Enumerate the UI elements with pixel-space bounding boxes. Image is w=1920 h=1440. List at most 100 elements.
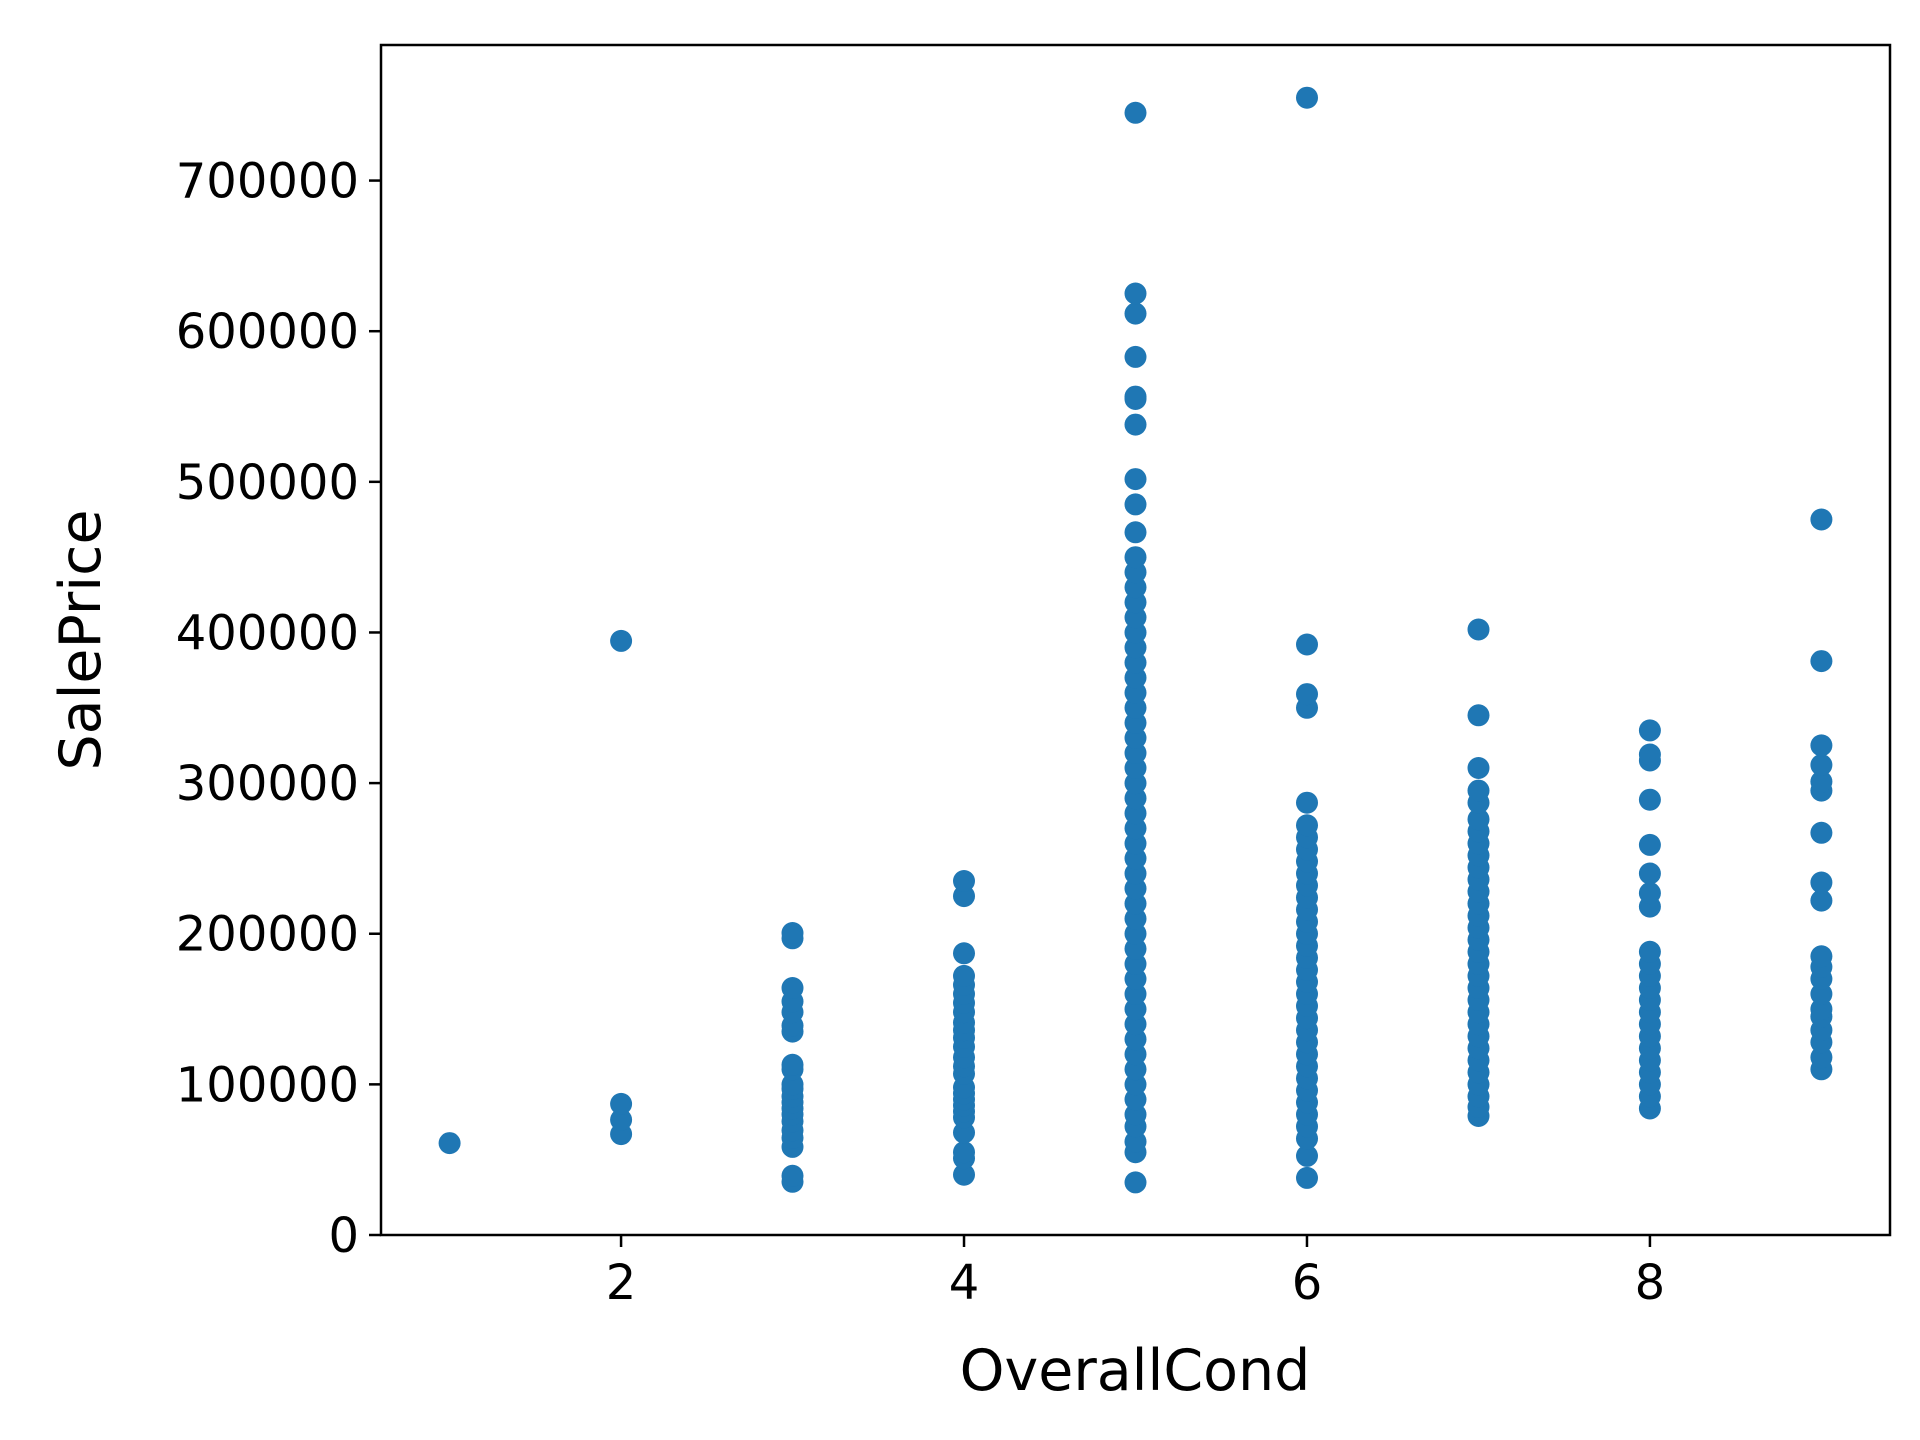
- data-point: [1810, 871, 1833, 894]
- data-point: [1296, 814, 1318, 837]
- data-point: [1124, 302, 1147, 325]
- data-point: [610, 629, 633, 652]
- data-point: [1467, 618, 1490, 641]
- data-point: [1124, 1103, 1147, 1126]
- data-point: [1638, 862, 1661, 885]
- x-axis-label: OverallCond: [960, 1338, 1311, 1404]
- x-tick-label: 6: [1292, 1255, 1323, 1311]
- data-point: [1124, 576, 1147, 599]
- data-point: [1810, 754, 1833, 776]
- data-point: [953, 964, 975, 987]
- data-point: [1124, 606, 1147, 629]
- data-point: [953, 870, 975, 892]
- data-point: [1810, 508, 1833, 531]
- data-point: [1638, 940, 1661, 963]
- data-point: [1638, 833, 1661, 856]
- data-point: [1810, 821, 1833, 844]
- data-point: [1296, 791, 1318, 814]
- data-point: [1810, 945, 1833, 968]
- data-point: [781, 1053, 804, 1076]
- data-point: [1124, 892, 1147, 915]
- data-point: [781, 922, 804, 944]
- x-tick-label: 2: [606, 1255, 637, 1311]
- y-tick-label: 300000: [176, 756, 359, 812]
- data-point: [1124, 345, 1147, 368]
- data-point: [1467, 808, 1490, 831]
- data-point: [1124, 1073, 1147, 1096]
- data-point: [1124, 1171, 1147, 1194]
- data-point: [1296, 633, 1318, 656]
- data-point: [1296, 1166, 1318, 1189]
- data-point: [1124, 1130, 1147, 1153]
- data-point: [1296, 683, 1318, 706]
- data-point: [1124, 385, 1147, 408]
- data-point: [1124, 413, 1147, 436]
- data-point: [1638, 719, 1661, 742]
- data-point: [1810, 1046, 1833, 1069]
- data-point: [1124, 1028, 1147, 1051]
- y-tick-label: 400000: [176, 605, 359, 661]
- data-point: [1124, 1058, 1147, 1081]
- data-point: [1296, 1144, 1318, 1167]
- data-point: [1124, 983, 1147, 1005]
- data-point: [953, 1141, 975, 1164]
- data-point: [1124, 666, 1147, 689]
- data-point: [1124, 726, 1147, 749]
- x-tick-label: 8: [1635, 1255, 1666, 1311]
- data-point: [1124, 468, 1147, 491]
- data-point: [1467, 757, 1490, 779]
- data-point: [1810, 770, 1833, 793]
- data-point: [1124, 907, 1147, 930]
- data-point: [1124, 772, 1147, 795]
- y-axis-ticks: 0 100000 200000 300000 400000 500000 600000 700…: [176, 154, 381, 1264]
- data-point: [953, 885, 975, 908]
- data-point: [1124, 521, 1147, 544]
- data-point: [1810, 983, 1833, 1005]
- x-tick-label: 4: [949, 1255, 980, 1311]
- data-point: [1124, 817, 1147, 840]
- data-point: [1124, 101, 1147, 124]
- data-point: [781, 977, 804, 999]
- y-tick-label: 600000: [176, 304, 359, 360]
- data-points: [438, 86, 1833, 1194]
- data-point: [953, 942, 975, 965]
- data-point: [1124, 493, 1147, 516]
- data-point: [1124, 742, 1147, 764]
- data-point: [1124, 862, 1147, 885]
- y-tick-label: 200000: [176, 907, 359, 963]
- data-point: [1638, 882, 1661, 905]
- data-point: [1467, 704, 1490, 727]
- data-point: [1467, 779, 1490, 802]
- data-point: [1124, 621, 1147, 644]
- y-axis-label: SalePrice: [48, 509, 114, 770]
- data-point: [953, 1163, 975, 1186]
- y-tick-label: 0: [328, 1208, 359, 1264]
- data-point: [953, 1121, 975, 1144]
- y-tick-label: 100000: [176, 1057, 359, 1113]
- y-tick-label: 700000: [176, 154, 359, 210]
- data-point: [1124, 282, 1147, 305]
- data-point: [1296, 86, 1318, 109]
- data-point: [1810, 889, 1833, 912]
- data-point: [781, 1073, 804, 1096]
- data-point: [1124, 832, 1147, 855]
- data-point: [1124, 952, 1147, 975]
- data-point: [1124, 937, 1147, 960]
- data-point: [1124, 998, 1147, 1021]
- data-point: [1810, 998, 1833, 1021]
- data-point: [1810, 734, 1833, 757]
- data-point: [1810, 650, 1833, 673]
- data-point: [438, 1132, 461, 1155]
- data-point: [1638, 743, 1661, 766]
- data-point: [1124, 546, 1147, 569]
- data-point: [1124, 787, 1147, 810]
- x-axis-ticks: 2 4 6 8: [606, 1235, 1665, 1311]
- y-tick-label: 500000: [176, 455, 359, 511]
- data-point: [781, 1164, 804, 1187]
- data-point: [610, 1108, 633, 1131]
- data-point: [610, 1092, 633, 1115]
- plot-frame: [379, 43, 1892, 1237]
- data-point: [1124, 651, 1147, 674]
